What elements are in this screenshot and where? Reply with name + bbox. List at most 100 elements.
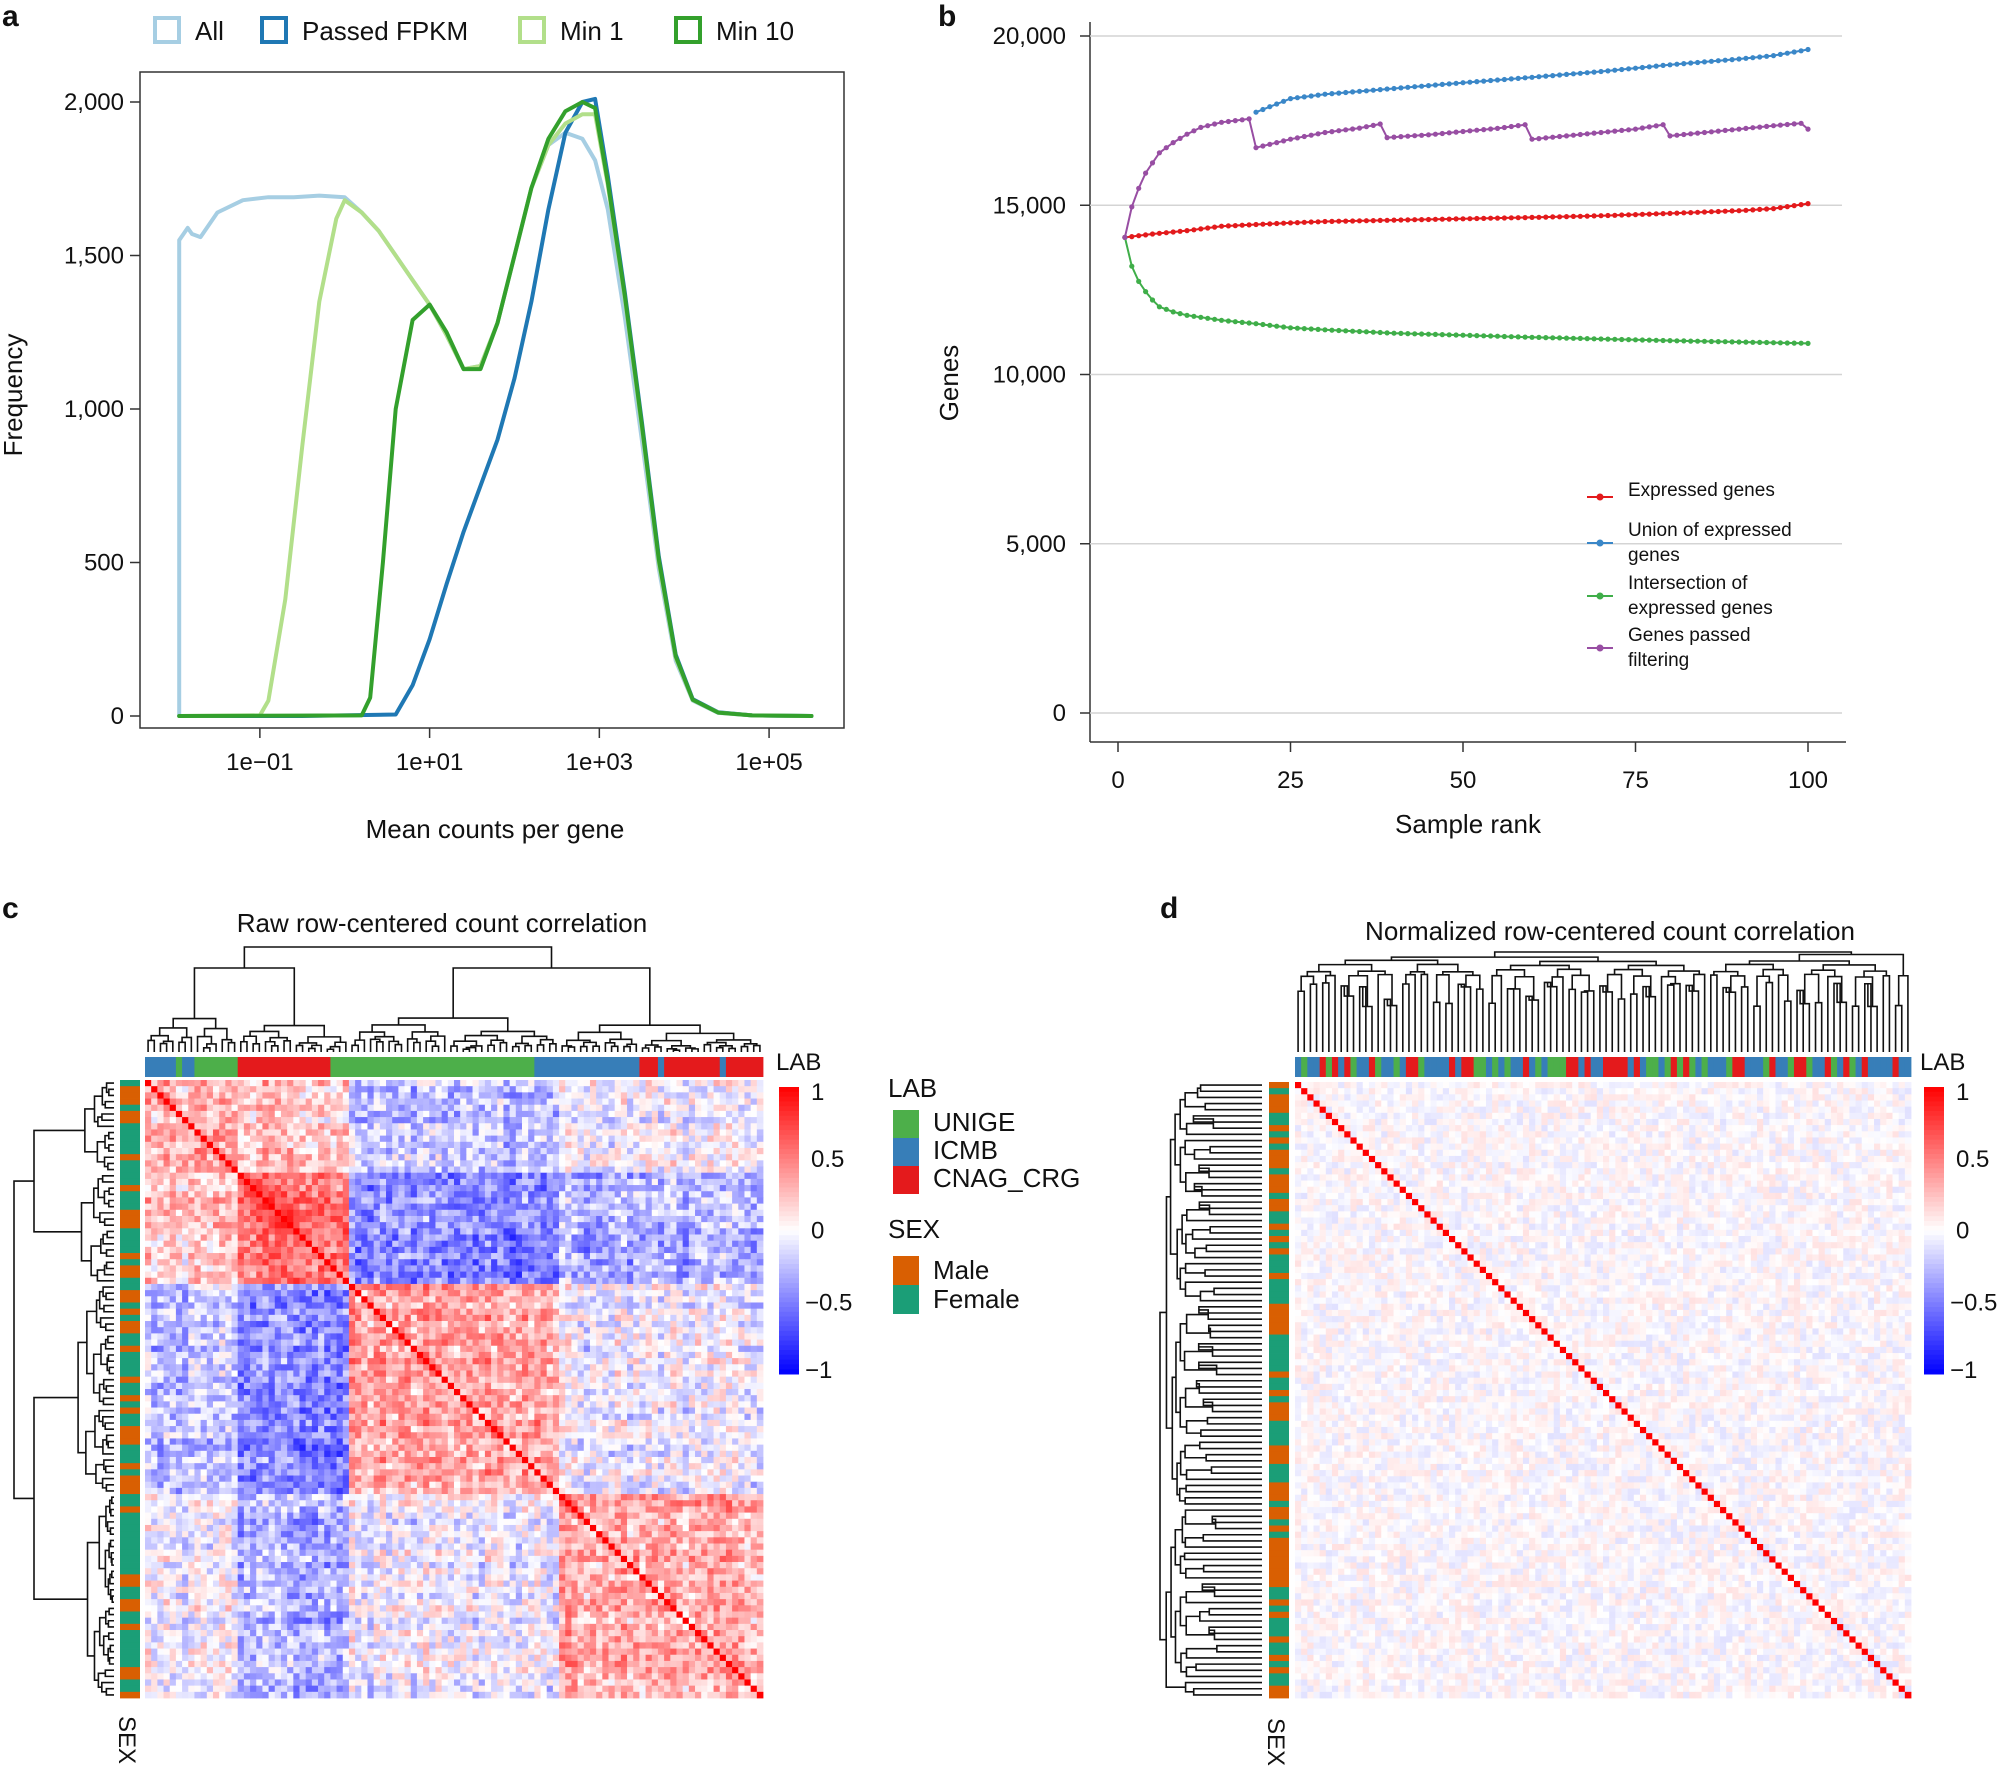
panel-c-sex-cell <box>120 1432 140 1439</box>
panel-b-point-expressed-genes <box>1516 215 1521 220</box>
panel-c-sex-cell <box>120 1401 140 1408</box>
panel-c-heatmap-cell <box>751 1099 758 1106</box>
panel-c-sex-cell <box>120 1086 140 1093</box>
panel-b-point-genes-passed-filtering <box>1191 128 1196 133</box>
panel-c-heatmap-cell <box>300 1154 307 1161</box>
panel-a-line-passed-fpkm <box>179 99 811 716</box>
panel-c-heatmap-cell <box>157 1167 164 1174</box>
panel-c-heatmap-cell <box>491 1123 498 1130</box>
panel-c-heatmap-cell <box>256 1099 263 1106</box>
panel-c-heatmap-cell <box>633 1086 640 1093</box>
panel-c-row-dendrogram-branch <box>106 1689 114 1695</box>
panel-c-heatmap-cell <box>448 1167 455 1174</box>
panel-b-point-expressed-genes <box>1778 205 1783 210</box>
panel-c-heatmap-cell <box>337 1167 344 1174</box>
panel-c-heatmap-cell <box>683 1167 690 1174</box>
panel-b-point-genes-passed-filtering <box>1129 204 1134 209</box>
panel-b-point-intersection-of-expressed-genes <box>1661 338 1666 343</box>
panel-b-point-genes-passed-filtering <box>1247 116 1252 121</box>
panel-c-heatmap-cell <box>621 1142 628 1149</box>
panel-c-heatmap-cell <box>448 1111 455 1118</box>
panel-c-heatmap-cell <box>522 1148 529 1155</box>
panel-c-heatmap-cell <box>182 1099 189 1106</box>
panel-c-heatmap-cell <box>559 1136 566 1143</box>
panel-c-heatmap-cell <box>633 1117 640 1124</box>
panel-b-point-genes-passed-filtering <box>1219 120 1224 125</box>
panel-c-heatmap-cell <box>714 1148 721 1155</box>
panel-b-point-genes-passed-filtering <box>1329 129 1334 134</box>
panel-c-row-dendrogram-branch <box>104 1380 114 1389</box>
panel-c-heatmap-cell <box>293 1148 300 1155</box>
panel-c-sex-cell <box>120 1500 140 1507</box>
panel-c-heatmap-cell <box>695 1111 702 1118</box>
panel-c-heatmap-cell <box>201 1160 208 1167</box>
panel-c-heatmap-cell <box>559 1111 566 1118</box>
panel-c-heatmap-cell <box>213 1160 220 1167</box>
panel-c-heatmap-cell <box>670 1142 677 1149</box>
panel-label-a: a <box>2 0 19 33</box>
panel-b-point-genes-passed-filtering <box>1412 133 1417 138</box>
panel-c-heatmap-cell <box>497 1111 504 1118</box>
panel-c-heatmap-cell <box>707 1123 714 1130</box>
panel-c-heatmap-cell <box>547 1086 554 1093</box>
panel-c-heatmap-cell <box>565 1117 572 1124</box>
panel-c-heatmap-cell <box>435 1099 442 1106</box>
panel-c-heatmap-cell <box>639 1129 646 1136</box>
panel-c-heatmap-cell <box>219 1129 226 1136</box>
panel-b-point-genes-passed-filtering <box>1184 132 1189 137</box>
panel-c-heatmap-cell <box>232 1105 239 1112</box>
panel-c-heatmap-cell <box>534 1099 541 1106</box>
panel-c-lab-segment <box>182 1057 195 1077</box>
panel-c-sex-cell <box>120 1494 140 1501</box>
panel-c-heatmap-cell <box>510 1080 517 1087</box>
panel-b-point-expressed-genes <box>1592 213 1597 218</box>
panel-c-heatmap-cell <box>337 1099 344 1106</box>
panel-c-heatmap-cell <box>374 1160 381 1167</box>
panel-b-ylabel: Genes <box>934 345 964 422</box>
panel-c-column-dendrogram-branch <box>182 1037 191 1052</box>
panel-c-heatmap-cell <box>454 1105 461 1112</box>
panel-c-column-dendrogram-branch <box>488 1045 494 1052</box>
panel-c-heatmap-cell <box>386 1129 393 1136</box>
panel-c-sex-cell <box>120 1445 140 1452</box>
panel-b-point-union-of-expressed-genes <box>1557 72 1562 77</box>
panel-b-point-intersection-of-expressed-genes <box>1578 336 1583 341</box>
panel-c-heatmap-cell <box>726 1111 733 1118</box>
panel-c-heatmap-cell <box>621 1111 628 1118</box>
panel-c-heatmap-cell <box>652 1142 659 1149</box>
panel-b-point-intersection-of-expressed-genes <box>1322 327 1327 332</box>
panel-c-heatmap-cell <box>553 1123 560 1130</box>
panel-c-heatmap-cell <box>250 1167 257 1174</box>
panel-c-heatmap-cell <box>374 1142 381 1149</box>
panel-c-heatmap-cell <box>337 1142 344 1149</box>
panel-c-heatmap-cell <box>188 1142 195 1149</box>
panel-c-heatmap-cell <box>689 1148 696 1155</box>
panel-c-heatmap-cell <box>664 1123 671 1130</box>
panel-c-heatmap-cell <box>343 1092 350 1099</box>
panel-c-heatmap-cell <box>324 1142 331 1149</box>
panel-c-heatmap-cell <box>726 1129 733 1136</box>
panel-c-heatmap-cell <box>275 1080 282 1087</box>
panel-c-heatmap-cell <box>571 1136 578 1143</box>
panel-c-heatmap-cell <box>547 1080 554 1087</box>
panel-c-heatmap-cell <box>590 1154 597 1161</box>
panel-c-heatmap-cell <box>176 1080 183 1087</box>
panel-c-heatmap-cell <box>503 1123 510 1130</box>
panel-c-heatmap-cell <box>219 1099 226 1106</box>
panel-c-heatmap-cell <box>466 1148 473 1155</box>
panel-c-heatmap-cell <box>188 1092 195 1099</box>
panel-c-row-dendrogram-branch <box>109 1145 114 1151</box>
panel-c-column-dendrogram-branch <box>148 1040 154 1052</box>
panel-a-legend-label: Min 1 <box>560 16 624 46</box>
panel-c-heatmap-cell <box>405 1111 412 1118</box>
panel-c-heatmap-cell <box>534 1092 541 1099</box>
panel-c-heatmap-cell <box>411 1099 418 1106</box>
panel-c-heatmap-cell <box>256 1160 263 1167</box>
panel-b-point-intersection-of-expressed-genes <box>1716 339 1721 344</box>
panel-c-heatmap-cell <box>479 1080 486 1087</box>
panel-c-heatmap-cell <box>652 1117 659 1124</box>
panel-c-heatmap-cell <box>435 1111 442 1118</box>
panel-b-point-genes-passed-filtering <box>1495 126 1500 131</box>
panel-c-heatmap-cell <box>312 1080 319 1087</box>
panel-c-heatmap-cell <box>269 1142 276 1149</box>
